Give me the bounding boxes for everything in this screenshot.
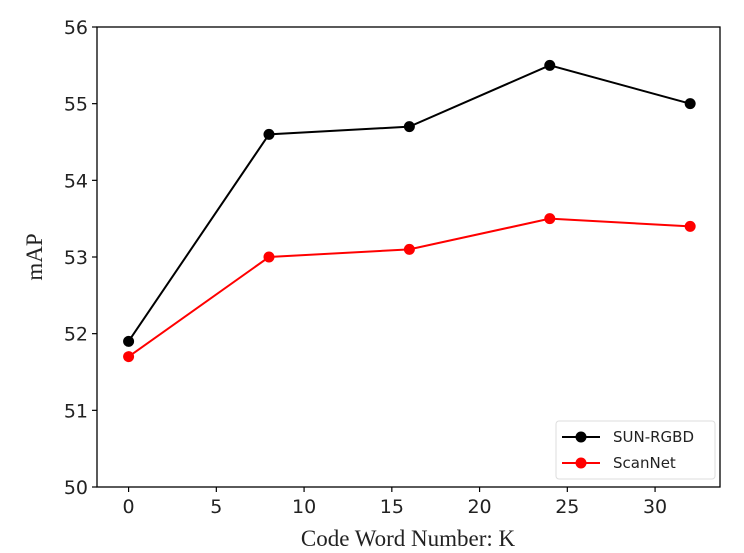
data-point <box>684 220 696 232</box>
data-point <box>123 351 135 363</box>
x-tick-label: 25 <box>555 496 579 518</box>
y-tick-label: 53 <box>64 247 88 269</box>
data-point <box>263 128 275 140</box>
legend-box <box>555 420 716 480</box>
data-point <box>403 121 415 133</box>
series-line <box>127 64 691 342</box>
legend-marker <box>575 431 587 443</box>
data-point <box>123 335 135 347</box>
x-tick-label: 20 <box>467 496 491 518</box>
data-point <box>403 243 415 255</box>
data-point <box>544 59 556 71</box>
y-tick-label: 55 <box>64 94 88 116</box>
plot-frame <box>96 26 721 488</box>
data-point <box>544 213 556 225</box>
legend-label: ScanNet <box>613 454 676 472</box>
y-tick-label: 56 <box>64 17 88 39</box>
x-tick-label: 5 <box>210 496 222 518</box>
legend-marker <box>575 457 587 469</box>
y-tick-label: 54 <box>64 170 88 192</box>
legend: SUN-RGBD ScanNet <box>555 420 716 480</box>
series-sun-rgbd <box>123 59 696 347</box>
data-point <box>263 251 275 263</box>
y-tick-label: 52 <box>64 324 88 346</box>
series-scannet <box>123 213 696 363</box>
x-tick-label: 15 <box>380 496 404 518</box>
legend-label: SUN-RGBD <box>613 428 694 446</box>
data-point <box>684 98 696 110</box>
series-line <box>128 217 691 358</box>
x-tick-label: 30 <box>643 496 667 518</box>
y-tick-label: 51 <box>64 400 88 422</box>
x-axis-label: Code Word Number: K <box>301 526 516 551</box>
y-tick-label: 50 <box>64 477 88 499</box>
y-axis-label: mAP <box>22 233 47 280</box>
x-tick-label: 0 <box>123 496 135 518</box>
x-tick-label: 10 <box>292 496 316 518</box>
